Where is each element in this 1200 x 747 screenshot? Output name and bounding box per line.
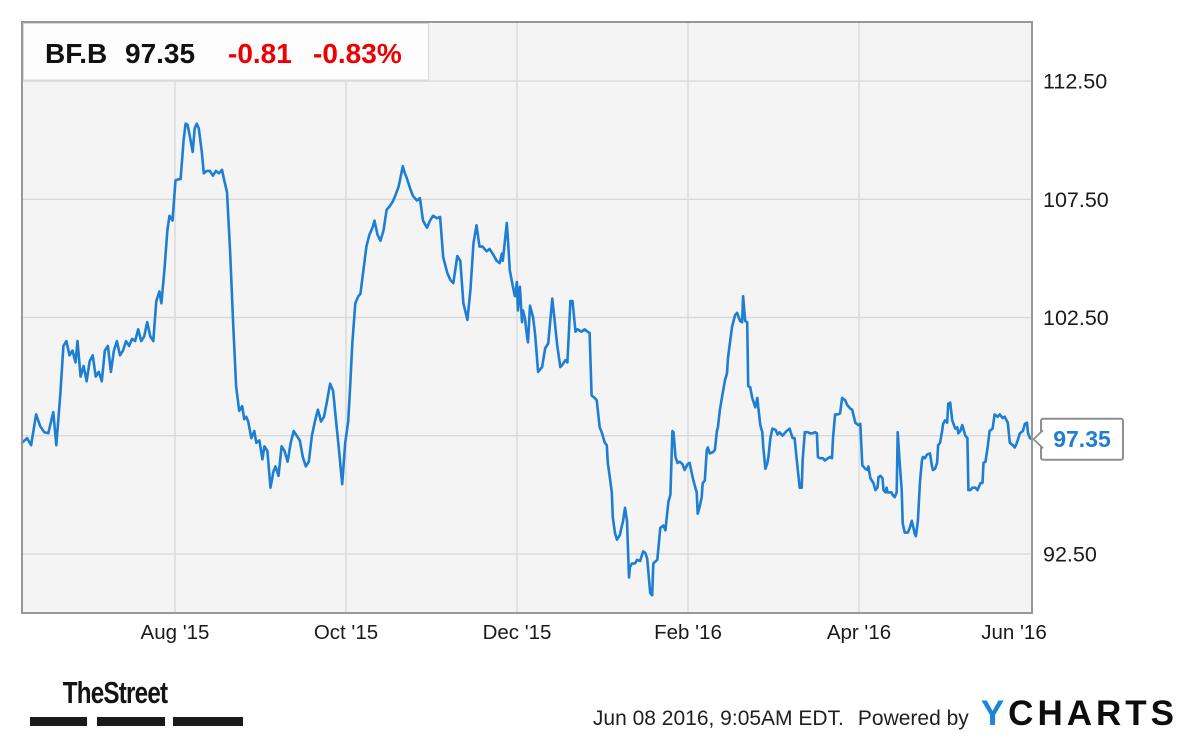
thestreet-logo-text: TheStreet <box>62 675 168 710</box>
y-axis-tick-label: 107.50 <box>1043 188 1109 212</box>
y-axis-tick-label: 102.50 <box>1043 306 1109 330</box>
ycharts-logo[interactable]: YCHARTS <box>981 694 1178 734</box>
footer: TheStreet Jun 08 2016, 9:05AM EDT. Power… <box>0 660 1200 747</box>
thestreet-logo[interactable]: TheStreet <box>30 675 243 726</box>
price-line-chart-svg: BF.B 97.35 -0.81 -0.83% 112.50 107.50 102.50 92… <box>20 21 1124 644</box>
logo-bar <box>173 717 243 726</box>
x-axis-tick-label: Jun '16 <box>981 621 1046 644</box>
y-axis-tick-label: 112.50 <box>1043 70 1107 94</box>
x-axis-tick-label: Oct '15 <box>314 621 378 644</box>
price-callout-label: 97.35 <box>1053 426 1111 452</box>
stock-price-chart: BF.B 97.35 -0.81 -0.83% 112.50 107.50 102.50 92… <box>20 21 1124 644</box>
y-axis-tick-label: 92.50 <box>1043 542 1097 566</box>
quote-legend-box <box>23 23 429 81</box>
ycharts-logo-y: Y <box>980 694 1009 733</box>
x-axis-tick-label: Apr '16 <box>827 621 891 644</box>
thestreet-logo-bars <box>30 717 243 726</box>
logo-bar <box>30 717 87 726</box>
price-callout-notch <box>1032 429 1044 449</box>
quote-timestamp: Jun 08 2016, 9:05AM EDT. <box>592 707 844 730</box>
plot-border <box>21 21 1033 614</box>
footer-attribution: Jun 08 2016, 9:05AM EDT. Powered by YCHA… <box>593 694 1178 734</box>
legend-change: -0.81 <box>228 38 292 69</box>
legend-price: 97.35 <box>125 38 195 69</box>
logo-bar <box>97 717 165 726</box>
x-axis-tick-label: Dec '15 <box>483 621 552 644</box>
x-axis-tick-label: Aug '15 <box>141 621 210 644</box>
x-axis-tick-label: Feb '16 <box>654 621 722 644</box>
powered-by-label: Powered by <box>857 707 969 730</box>
legend-symbol: BF.B <box>45 38 107 69</box>
price-line <box>20 122 1034 597</box>
ycharts-logo-charts: CHARTS <box>1008 694 1178 733</box>
legend-change-percent: -0.83% <box>313 38 402 69</box>
